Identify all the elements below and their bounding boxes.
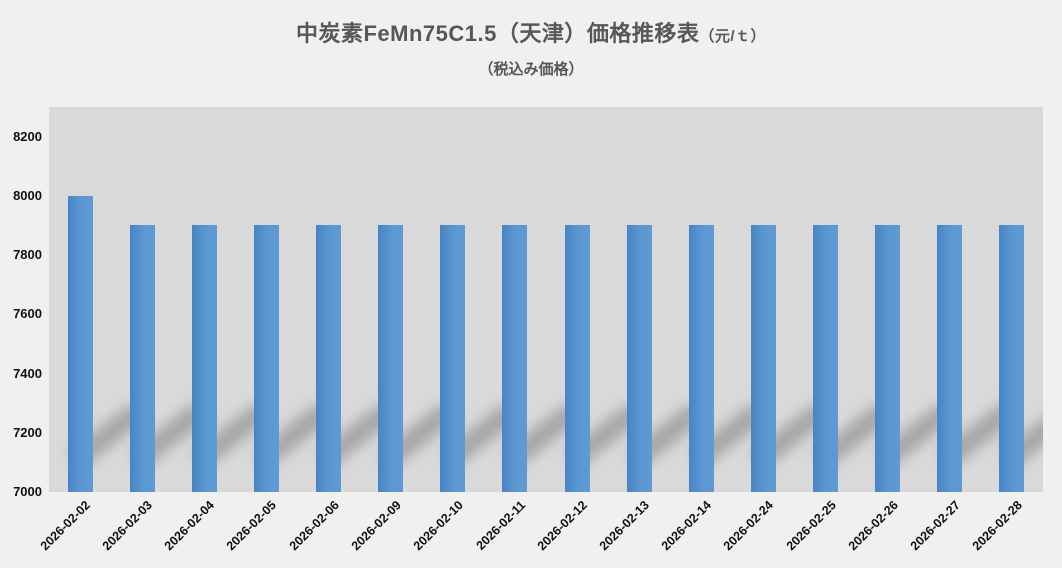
y-axis-tick-label: 7200 [13, 424, 42, 440]
chart-title-unit: （元/ｔ） [699, 28, 767, 45]
bar-2026-02-09[interactable] [378, 225, 404, 492]
bar-2026-02-03[interactable] [129, 225, 155, 492]
bar-2026-02-12[interactable] [564, 225, 590, 492]
x-axis-tick-label: 2026-02-03 [100, 498, 156, 554]
x-axis-tick-label: 2026-02-28 [969, 498, 1025, 554]
bar-2026-02-04[interactable] [191, 225, 217, 492]
x-axis-tick-label: 2026-02-09 [348, 498, 404, 554]
y-axis-tick-label: 8000 [13, 187, 42, 203]
bar-2026-02-05[interactable] [253, 225, 279, 492]
x-axis-tick-label: 2026-02-12 [534, 498, 591, 554]
bar-2026-02-06[interactable] [316, 225, 342, 492]
plot-area [49, 107, 1043, 492]
chart-title: 中炭素FeMn75C1.5（天津）価格推移表（元/ｔ） [0, 16, 1062, 48]
bar-2026-02-28[interactable] [999, 225, 1025, 492]
y-axis-tick-label: 7000 [13, 484, 42, 499]
y-axis-tick-label: 8200 [13, 128, 42, 144]
x-axis-tick-label: 2026-02-14 [659, 498, 715, 554]
y-axis-tick-label: 7400 [13, 365, 42, 381]
x-axis-tick-label: 2026-02-10 [410, 498, 466, 554]
x-axis-tick-label: 2026-02-11 [473, 498, 528, 553]
x-axis-tick-label: 2026-02-27 [907, 498, 963, 554]
bar-2026-02-27[interactable] [937, 225, 963, 492]
bar-2026-02-26[interactable] [875, 225, 901, 492]
x-axis-tick-label: 2026-02-25 [783, 498, 839, 554]
x-axis-tick-label: 2026-02-06 [286, 498, 342, 554]
chart-subtitle: （税込み価格） [478, 61, 584, 78]
x-axis-tick-label: 2026-02-02 [37, 498, 94, 554]
x-axis-tick-label: 2026-02-13 [597, 498, 653, 554]
y-axis-tick-label: 7800 [13, 247, 42, 263]
bar-2026-02-24[interactable] [750, 225, 776, 492]
bar-2026-02-11[interactable] [502, 225, 528, 492]
x-axis-tick-label: 2026-02-05 [224, 498, 280, 554]
y-axis-tick-label: 7600 [13, 306, 42, 322]
chart-title-main: 中炭素FeMn75C1.5（天津）価格推移表 [295, 21, 700, 46]
bar-2026-02-13[interactable] [626, 225, 652, 492]
bar-2026-02-25[interactable] [813, 225, 839, 492]
x-axis-tick-label: 2026-02-26 [845, 498, 901, 554]
bar-2026-02-02[interactable] [67, 195, 93, 492]
bar-2026-02-10[interactable] [440, 225, 466, 492]
bar-2026-02-14[interactable] [688, 225, 714, 492]
x-axis-tick-label: 2026-02-04 [162, 498, 218, 554]
x-axis-tick-label: 2026-02-24 [721, 498, 777, 554]
